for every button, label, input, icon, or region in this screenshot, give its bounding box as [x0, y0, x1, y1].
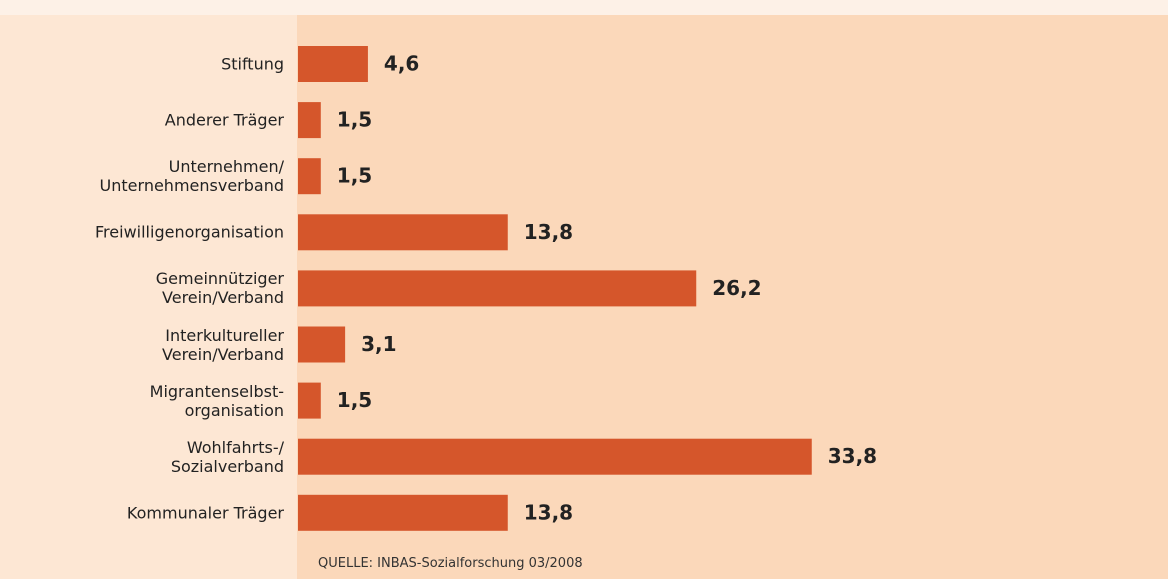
value-label: 3,1: [361, 332, 396, 356]
bar: [298, 102, 321, 139]
category-label: Wohlfahrts-/ Sozialverband: [170, 437, 284, 476]
bar: [298, 326, 346, 363]
bar: [298, 438, 812, 475]
value-label: 26,2: [712, 276, 761, 300]
category-label: Kommunaler Träger: [126, 503, 284, 523]
value-label: 13,8: [524, 500, 573, 524]
category-label: Unternehmen/ Unternehmensverband: [99, 157, 284, 196]
category-label: Freiwilligenorganisation: [95, 222, 284, 242]
category-label: Interkultureller Verein/Verband: [162, 325, 284, 364]
value-label: 1,5: [337, 108, 372, 132]
category-label: Migrantenselbst- organisation: [149, 381, 284, 420]
value-label: 4,6: [384, 52, 419, 76]
category-label: Stiftung: [221, 54, 284, 74]
value-label: 13,8: [524, 220, 573, 244]
bar: [298, 382, 321, 419]
category-label: Gemeinnütziger Verein/Verband: [155, 269, 284, 308]
bar: [298, 270, 697, 307]
bar: [298, 46, 368, 82]
category-label: Anderer Träger: [164, 110, 284, 130]
bar: [298, 494, 508, 531]
value-label: 1,5: [337, 164, 372, 188]
bar: [298, 158, 321, 195]
source: QUELLE: INBAS-Sozialforschung 03/2008: [318, 556, 583, 571]
top-strip: [0, 0, 1168, 15]
value-label: 33,8: [828, 444, 877, 468]
bar: [298, 214, 508, 251]
value-label: 1,5: [337, 388, 372, 412]
